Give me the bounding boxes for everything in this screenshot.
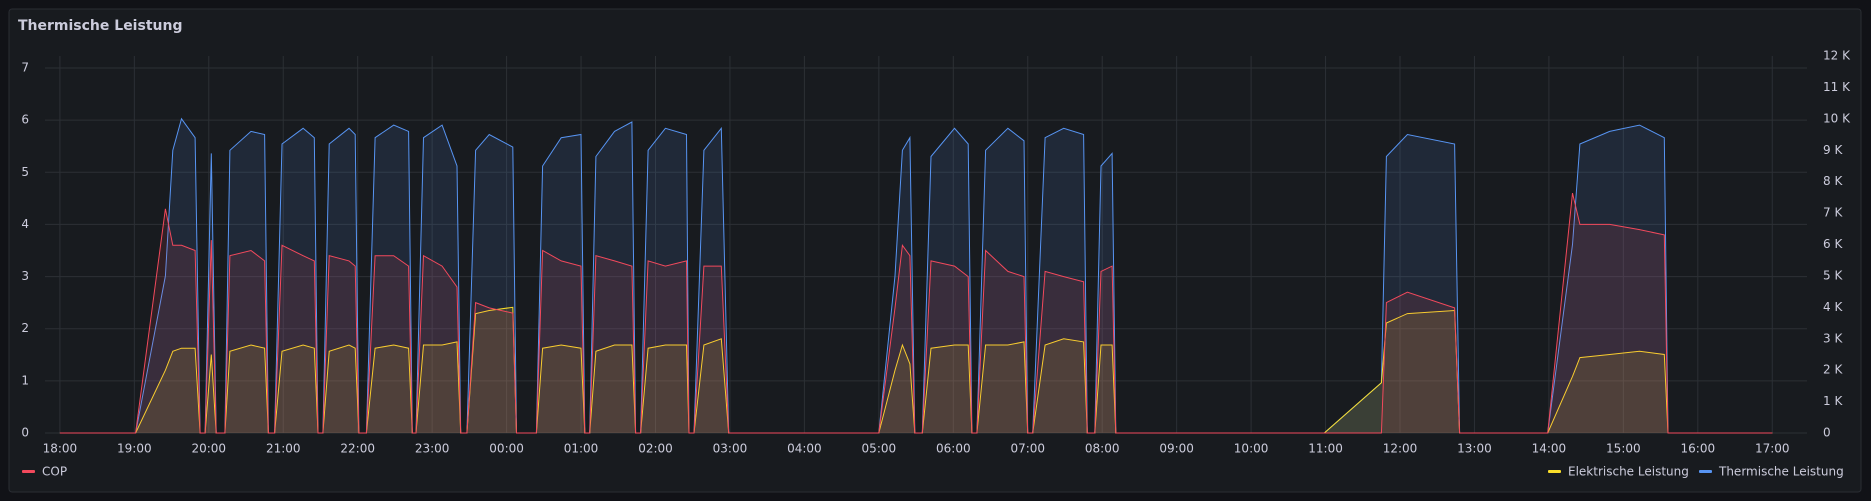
x-tick-label: 05:00 xyxy=(862,442,897,456)
y-tick-label: 6 xyxy=(21,113,29,127)
y2-tick-label: 5 K xyxy=(1823,268,1843,282)
x-tick-label: 22:00 xyxy=(340,442,375,456)
y2-tick-label: 1 K xyxy=(1823,394,1843,408)
x-tick-label: 13:00 xyxy=(1457,442,1492,456)
y-tick-label: 0 xyxy=(21,426,29,440)
x-tick-label: 03:00 xyxy=(713,442,748,456)
x-tick-label: 00:00 xyxy=(489,442,524,456)
series-area xyxy=(59,193,1773,433)
series-line xyxy=(59,306,1773,434)
panel-frame xyxy=(8,8,1862,493)
x-tick-label: 20:00 xyxy=(191,442,226,456)
y-tick-label: 4 xyxy=(21,217,29,231)
y2-tick-label: 12 K xyxy=(1823,49,1851,63)
x-tick-label: 02:00 xyxy=(638,442,673,456)
y-tick-label: 7 xyxy=(21,60,29,74)
series-line xyxy=(59,117,1773,434)
y2-tick-label: 0 xyxy=(1823,426,1831,440)
series-line xyxy=(59,192,1773,434)
y-tick-label: 5 xyxy=(21,165,29,179)
x-tick-label: 18:00 xyxy=(43,442,78,456)
legend-swatch xyxy=(22,470,35,473)
y2-tick-label: 8 K xyxy=(1823,174,1843,188)
series-area xyxy=(59,118,1773,434)
legend-label: Elektrische Leistung xyxy=(1568,465,1689,479)
y2-tick-label: 10 K xyxy=(1823,111,1851,125)
x-tick-label: 07:00 xyxy=(1010,442,1045,456)
y-tick-label: 2 xyxy=(21,321,29,335)
y-tick-label: 1 xyxy=(21,373,29,387)
x-tick-label: 14:00 xyxy=(1532,442,1567,456)
x-tick-label: 15:00 xyxy=(1606,442,1641,456)
x-tick-label: 21:00 xyxy=(266,442,301,456)
x-tick-label: 08:00 xyxy=(1085,442,1120,456)
y2-tick-label: 7 K xyxy=(1823,206,1843,220)
legend-swatch xyxy=(1699,470,1712,473)
x-tick-label: 17:00 xyxy=(1755,442,1790,456)
y2-tick-label: 4 K xyxy=(1823,300,1843,314)
x-tick-label: 06:00 xyxy=(936,442,971,456)
x-tick-label: 11:00 xyxy=(1308,442,1343,456)
panel-title: Thermische Leistung xyxy=(18,18,182,34)
legend-swatch xyxy=(1548,470,1561,473)
x-tick-label: 09:00 xyxy=(1159,442,1194,456)
x-tick-label: 10:00 xyxy=(1234,442,1269,456)
x-tick-label: 12:00 xyxy=(1383,442,1418,456)
y2-tick-label: 11 K xyxy=(1823,80,1851,94)
legend-label: Thermische Leistung xyxy=(1718,465,1844,479)
legend-label: COP xyxy=(42,465,67,479)
y-tick-label: 3 xyxy=(21,269,29,283)
x-tick-label: 19:00 xyxy=(117,442,152,456)
x-tick-label: 04:00 xyxy=(787,442,822,456)
y2-tick-label: 3 K xyxy=(1823,331,1843,345)
series-area xyxy=(59,307,1773,433)
x-tick-label: 23:00 xyxy=(415,442,450,456)
y2-tick-label: 9 K xyxy=(1823,143,1843,157)
x-tick-label: 16:00 xyxy=(1681,442,1716,456)
y2-tick-label: 6 K xyxy=(1823,237,1843,251)
x-tick-label: 01:00 xyxy=(564,442,599,456)
y2-tick-label: 2 K xyxy=(1823,363,1843,377)
